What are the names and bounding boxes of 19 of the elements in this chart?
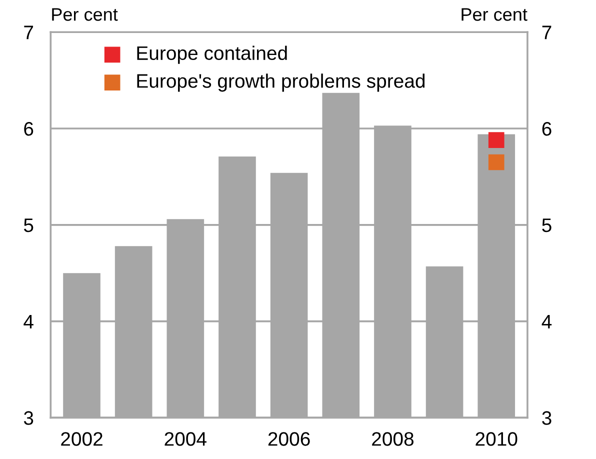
x-tick-label: 2004 (164, 432, 206, 446)
y2-tick-label: 5 (542, 218, 552, 232)
y-tick-label: 5 (24, 218, 34, 232)
y-tick-label: 4 (24, 314, 34, 328)
y-axis-title: Per cent (52, 8, 118, 21)
y2-tick-label: 7 (542, 26, 552, 40)
y2-tick-label: 6 (542, 122, 552, 136)
y-tick-label: 3 (24, 411, 34, 425)
x-tick-label: 2008 (372, 432, 414, 446)
y2-tick-label: 3 (542, 411, 552, 425)
x-tick-label: 2006 (268, 432, 310, 446)
x-tick-label: 2010 (476, 432, 518, 446)
y-tick-label: 7 (24, 26, 34, 40)
legend-label: Europe contained (137, 46, 287, 64)
legend-label: Europe's growth problems spread (137, 74, 425, 92)
y-tick-label: 6 (24, 122, 34, 136)
x-tick-label: 2002 (61, 432, 102, 446)
y2-tick-label: 4 (542, 314, 552, 328)
y2-axis-title: Per cent (462, 8, 528, 21)
